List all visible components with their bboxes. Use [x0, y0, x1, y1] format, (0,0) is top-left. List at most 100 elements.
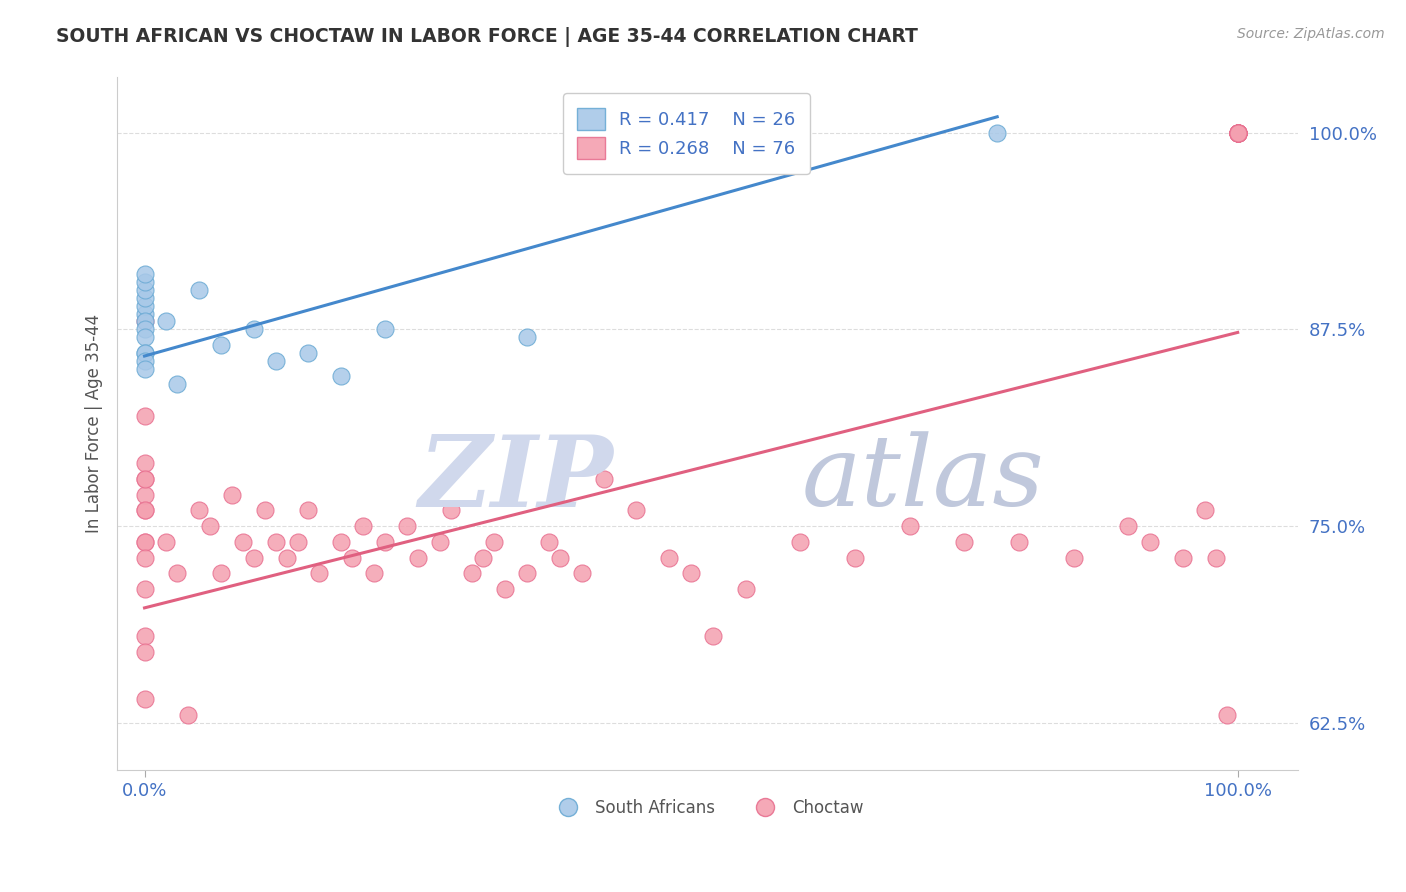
Point — [253, 503, 276, 517]
Point — [134, 353, 156, 368]
Point — [352, 519, 374, 533]
Point — [1226, 126, 1249, 140]
Point — [1226, 126, 1249, 140]
Point — [243, 322, 266, 336]
Point — [406, 550, 429, 565]
Point — [571, 566, 593, 581]
Point — [1008, 534, 1031, 549]
Point — [516, 330, 538, 344]
Point — [134, 361, 156, 376]
Point — [134, 314, 156, 328]
Point — [330, 534, 353, 549]
Point — [134, 291, 156, 305]
Point — [537, 534, 560, 549]
Point — [439, 503, 461, 517]
Point — [484, 534, 506, 549]
Point — [1139, 534, 1161, 549]
Point — [177, 707, 200, 722]
Point — [209, 566, 232, 581]
Text: ZIP: ZIP — [418, 431, 613, 527]
Point — [276, 550, 298, 565]
Point — [134, 534, 156, 549]
Point — [395, 519, 418, 533]
Point — [221, 487, 243, 501]
Point — [134, 322, 156, 336]
Point — [134, 283, 156, 297]
Point — [429, 534, 451, 549]
Point — [342, 550, 364, 565]
Point — [134, 346, 156, 360]
Point — [134, 629, 156, 643]
Point — [308, 566, 330, 581]
Point — [702, 629, 724, 643]
Point — [374, 322, 396, 336]
Point — [287, 534, 309, 549]
Point — [134, 534, 156, 549]
Point — [134, 267, 156, 281]
Point — [166, 377, 188, 392]
Point — [243, 550, 266, 565]
Point — [1205, 550, 1227, 565]
Point — [734, 126, 756, 140]
Point — [330, 369, 353, 384]
Point — [898, 519, 921, 533]
Point — [134, 582, 156, 596]
Point — [134, 330, 156, 344]
Point — [1226, 126, 1249, 140]
Point — [188, 503, 211, 517]
Point — [953, 534, 976, 549]
Point — [134, 346, 156, 360]
Point — [155, 314, 177, 328]
Point — [1226, 126, 1249, 140]
Point — [155, 534, 177, 549]
Point — [264, 353, 287, 368]
Point — [461, 566, 484, 581]
Point — [134, 472, 156, 486]
Point — [516, 566, 538, 581]
Point — [844, 550, 866, 565]
Point — [494, 582, 516, 596]
Point — [1226, 126, 1249, 140]
Point — [134, 503, 156, 517]
Point — [134, 487, 156, 501]
Point — [1063, 550, 1085, 565]
Text: atlas: atlas — [801, 432, 1045, 527]
Point — [134, 307, 156, 321]
Point — [134, 456, 156, 470]
Point — [986, 126, 1008, 140]
Point — [1226, 126, 1249, 140]
Point — [297, 503, 319, 517]
Point — [363, 566, 385, 581]
Text: SOUTH AFRICAN VS CHOCTAW IN LABOR FORCE | AGE 35-44 CORRELATION CHART: SOUTH AFRICAN VS CHOCTAW IN LABOR FORCE … — [56, 27, 918, 46]
Point — [548, 550, 571, 565]
Point — [166, 566, 188, 581]
Point — [134, 550, 156, 565]
Point — [134, 314, 156, 328]
Point — [134, 299, 156, 313]
Point — [1226, 126, 1249, 140]
Point — [658, 550, 681, 565]
Point — [1171, 550, 1194, 565]
Point — [472, 550, 495, 565]
Point — [374, 534, 396, 549]
Point — [134, 503, 156, 517]
Point — [134, 692, 156, 706]
Point — [1226, 126, 1249, 140]
Point — [1226, 126, 1249, 140]
Point — [297, 346, 319, 360]
Point — [1118, 519, 1140, 533]
Point — [232, 534, 254, 549]
Point — [209, 338, 232, 352]
Point — [592, 472, 614, 486]
Text: Source: ZipAtlas.com: Source: ZipAtlas.com — [1237, 27, 1385, 41]
Point — [1216, 707, 1239, 722]
Point — [134, 645, 156, 659]
Point — [1226, 126, 1249, 140]
Point — [681, 566, 703, 581]
Point — [198, 519, 221, 533]
Point — [264, 534, 287, 549]
Point — [134, 275, 156, 289]
Point — [134, 472, 156, 486]
Y-axis label: In Labor Force | Age 35-44: In Labor Force | Age 35-44 — [86, 314, 103, 533]
Point — [1194, 503, 1216, 517]
